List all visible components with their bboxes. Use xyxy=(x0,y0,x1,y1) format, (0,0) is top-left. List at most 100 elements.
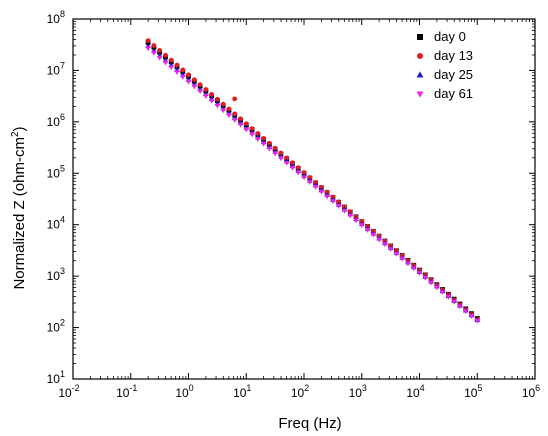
x-tick-exp: 4 xyxy=(420,383,425,393)
x-tick-exp: 6 xyxy=(535,383,540,393)
x-tick-exp: -2 xyxy=(72,383,80,393)
data-point xyxy=(151,51,157,56)
data-point xyxy=(255,137,261,142)
data-point xyxy=(186,80,192,85)
y-axis-title: Normalized Z (ohm-cm2) xyxy=(10,126,28,289)
x-tick-base: 10 xyxy=(58,386,72,400)
x-tick-base: 10 xyxy=(349,386,363,400)
data-point xyxy=(203,94,209,99)
x-tick-base: 10 xyxy=(233,386,247,400)
data-point xyxy=(215,104,221,109)
data-point xyxy=(163,53,168,58)
data-points xyxy=(145,38,480,324)
x-tick-base: 10 xyxy=(291,386,305,400)
x-tick-exp: 0 xyxy=(189,383,194,393)
data-point xyxy=(152,43,157,48)
y-tick-base: 10 xyxy=(47,321,61,335)
y-tick-label: 103 xyxy=(47,266,65,283)
data-point xyxy=(180,68,185,73)
y-tick-exp: 3 xyxy=(60,266,65,276)
y-tick-label: 106 xyxy=(47,112,65,129)
data-point xyxy=(295,171,301,176)
data-point xyxy=(238,123,244,128)
x-tick-label: 103 xyxy=(349,383,367,400)
data-point xyxy=(301,175,307,180)
data-point xyxy=(272,151,278,156)
data-point xyxy=(175,63,180,68)
y-tick-exp: 1 xyxy=(60,369,65,379)
y-tick-exp: 4 xyxy=(60,215,65,225)
data-point xyxy=(157,48,162,53)
series-day-61 xyxy=(145,46,480,324)
legend-marker xyxy=(417,34,423,40)
legend-label: day 25 xyxy=(434,67,473,82)
data-point xyxy=(290,166,296,171)
x-tick-label: 105 xyxy=(464,383,482,400)
data-point xyxy=(198,82,203,87)
legend: day 0day 13day 25day 61 xyxy=(417,29,473,101)
y-tick-base: 10 xyxy=(47,372,61,386)
data-point xyxy=(146,38,151,43)
y-tick-base: 10 xyxy=(47,12,61,26)
y-tick-base: 10 xyxy=(47,63,61,77)
x-tick-exp: 1 xyxy=(246,383,251,393)
data-point xyxy=(278,156,284,161)
data-point xyxy=(244,128,250,133)
y-tick-label: 105 xyxy=(47,163,65,180)
data-point xyxy=(169,58,174,63)
x-tick-label: 10-1 xyxy=(116,383,137,400)
data-point xyxy=(163,61,169,66)
data-point-outlier xyxy=(232,96,237,101)
data-point xyxy=(261,142,267,147)
data-point xyxy=(220,108,226,113)
legend-label: day 13 xyxy=(434,48,473,63)
data-point xyxy=(174,70,180,75)
y-axis-title-main: Normalized Z (ohm-cm xyxy=(11,137,28,290)
data-point xyxy=(145,46,151,51)
legend-marker xyxy=(417,53,423,59)
x-tick-exp: 3 xyxy=(362,383,367,393)
series-day-13 xyxy=(146,38,480,321)
x-tick-label: 101 xyxy=(233,383,251,400)
legend-label: day 0 xyxy=(434,29,466,44)
legend-marker xyxy=(417,71,424,77)
x-tick-base: 10 xyxy=(116,386,130,400)
y-tick-exp: 7 xyxy=(60,60,65,70)
y-tick-base: 10 xyxy=(47,269,61,283)
y-axis-title-close: ) xyxy=(11,126,28,131)
data-point xyxy=(209,99,215,104)
y-tick-label: 107 xyxy=(47,60,65,77)
y-tick-exp: 2 xyxy=(60,318,65,328)
y-tick-exp: 8 xyxy=(60,9,65,19)
x-tick-base: 10 xyxy=(175,386,189,400)
y-tick-label: 102 xyxy=(47,318,65,335)
data-point xyxy=(157,56,163,61)
legend-marker xyxy=(417,91,424,97)
data-point xyxy=(267,147,273,152)
y-tick-exp: 5 xyxy=(60,163,65,173)
data-point xyxy=(197,89,203,94)
data-point xyxy=(186,72,191,77)
data-point xyxy=(249,132,255,137)
data-point xyxy=(192,84,198,89)
y-tick-label: 101 xyxy=(47,369,65,386)
x-tick-base: 10 xyxy=(522,386,536,400)
x-tick-label: 102 xyxy=(291,383,309,400)
y-tick-label: 104 xyxy=(47,215,65,232)
y-tick-exp: 6 xyxy=(60,112,65,122)
x-tick-label: 106 xyxy=(522,383,540,400)
data-point xyxy=(226,113,232,118)
x-tick-base: 10 xyxy=(464,386,478,400)
data-point xyxy=(284,161,290,166)
data-point xyxy=(168,65,174,70)
x-tick-base: 10 xyxy=(406,386,420,400)
data-point xyxy=(180,75,186,80)
data-point xyxy=(232,118,238,123)
x-tick-exp: 2 xyxy=(304,383,309,393)
x-tick-label: 100 xyxy=(175,383,193,400)
y-tick-base: 10 xyxy=(47,115,61,129)
x-tick-label: 104 xyxy=(406,383,424,400)
x-tick-exp: -1 xyxy=(129,383,137,393)
x-tick-exp: 5 xyxy=(477,383,482,393)
